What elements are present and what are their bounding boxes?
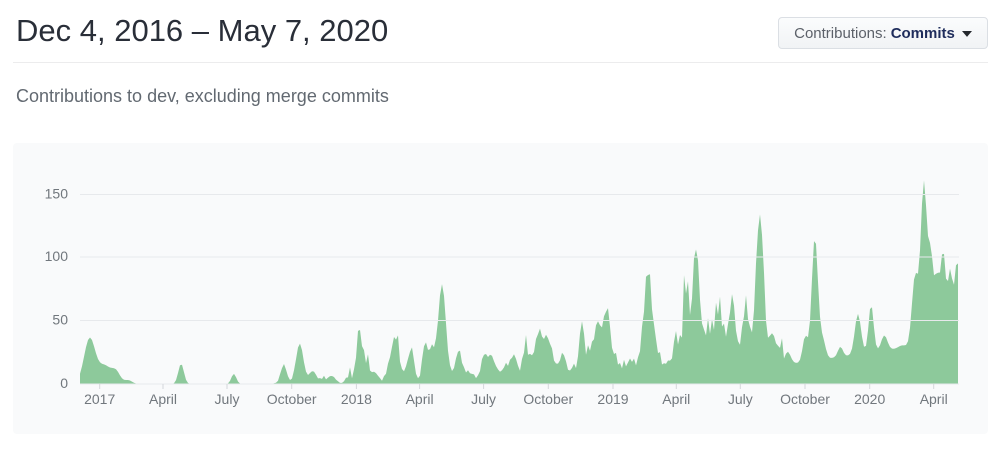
svg-text:July: July: [471, 391, 496, 407]
svg-text:2018: 2018: [341, 391, 372, 407]
svg-text:100: 100: [45, 248, 69, 264]
svg-text:2017: 2017: [84, 391, 115, 407]
svg-text:April: April: [149, 391, 177, 407]
svg-text:150: 150: [45, 186, 69, 202]
svg-text:October: October: [267, 391, 317, 407]
svg-text:50: 50: [52, 312, 68, 328]
svg-text:April: April: [662, 391, 690, 407]
svg-text:2019: 2019: [597, 391, 628, 407]
svg-text:October: October: [780, 391, 830, 407]
svg-text:2020: 2020: [854, 391, 885, 407]
svg-text:April: April: [406, 391, 434, 407]
svg-text:October: October: [523, 391, 573, 407]
svg-text:0: 0: [60, 375, 68, 391]
svg-text:July: July: [215, 391, 240, 407]
svg-text:April: April: [920, 391, 948, 407]
svg-text:July: July: [728, 391, 753, 407]
